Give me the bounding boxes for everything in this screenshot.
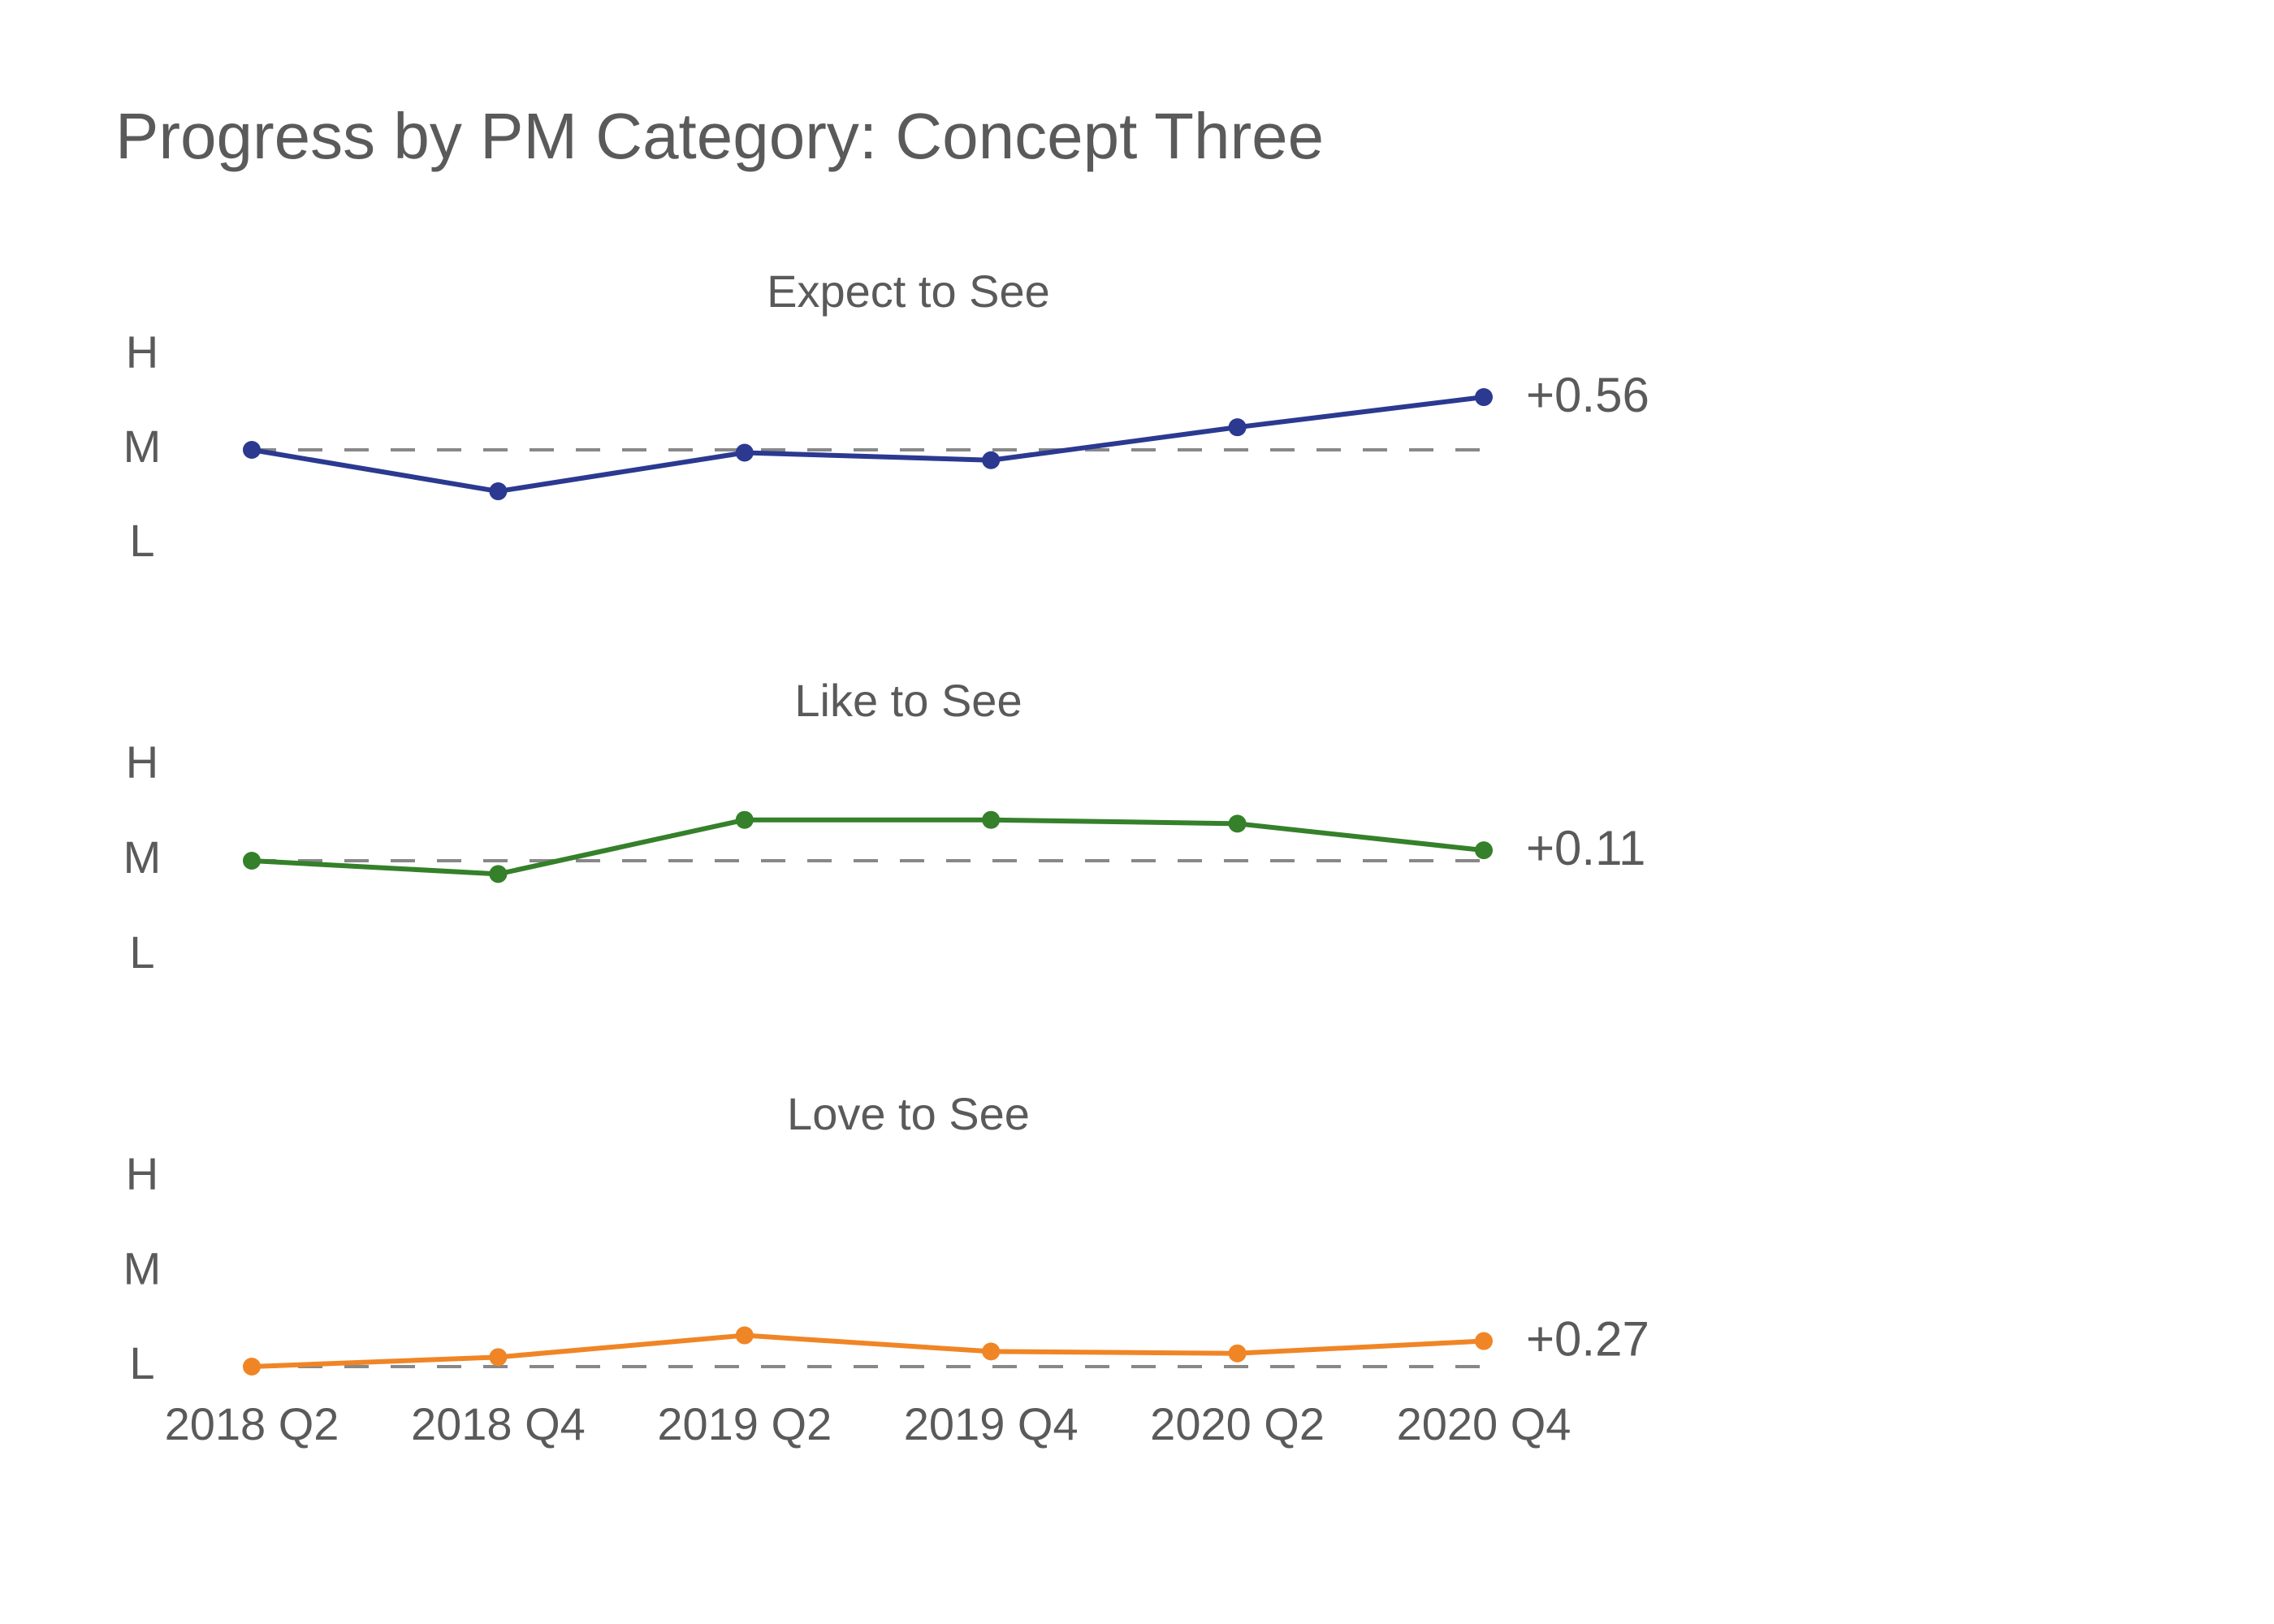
panel-title-like-to-see: Like to See (794, 675, 1022, 726)
y-tick-label-like-to-see-l: L (129, 926, 154, 978)
data-point-like-to-see-1 (489, 865, 508, 883)
end-label-expect-to-see: +0.56 (1526, 368, 1649, 422)
y-tick-label-love-to-see-l: L (129, 1337, 154, 1389)
panel-title-expect-to-see: Expect to See (767, 266, 1050, 317)
y-tick-label-expect-to-see-h: H (126, 326, 158, 378)
data-point-like-to-see-3 (982, 810, 1001, 829)
series-line-like-to-see (249, 817, 1486, 877)
panel-title-love-to-see: Love to See (787, 1088, 1030, 1139)
data-point-love-to-see-1 (489, 1348, 508, 1367)
data-point-like-to-see-4 (1228, 814, 1247, 833)
x-tick-label-1: 2018 Q4 (411, 1398, 586, 1449)
x-tick-label-4: 2020 Q2 (1150, 1398, 1325, 1449)
y-tick-label-love-to-see-m: M (123, 1242, 162, 1294)
data-point-expect-to-see-0 (243, 441, 261, 459)
data-point-love-to-see-3 (982, 1342, 1001, 1361)
y-tick-label-love-to-see-h: H (126, 1148, 158, 1199)
data-point-expect-to-see-5 (1475, 388, 1493, 407)
chart-title: Progress by PM Category: Concept Three (115, 100, 1325, 172)
data-point-love-to-see-5 (1475, 1332, 1493, 1350)
y-tick-label-like-to-see-h: H (126, 736, 158, 788)
series-line-love-to-see (249, 1332, 1486, 1369)
data-point-expect-to-see-2 (735, 443, 754, 462)
x-tick-label-3: 2019 Q4 (904, 1398, 1079, 1449)
data-point-love-to-see-2 (735, 1326, 754, 1345)
data-point-love-to-see-4 (1228, 1344, 1247, 1363)
data-point-like-to-see-0 (243, 852, 261, 870)
series-line-expect-to-see (249, 395, 1486, 495)
data-point-like-to-see-2 (735, 810, 754, 829)
data-point-expect-to-see-3 (982, 451, 1001, 469)
y-tick-label-like-to-see-m: M (123, 831, 162, 883)
end-label-like-to-see: +0.11 (1526, 821, 1645, 875)
y-tick-label-expect-to-see-m: M (123, 421, 162, 472)
end-label-love-to-see: +0.27 (1526, 1311, 1649, 1366)
data-point-expect-to-see-1 (489, 482, 508, 501)
y-tick-label-expect-to-see-l: L (129, 515, 154, 566)
x-tick-label-2: 2019 Q2 (657, 1398, 832, 1449)
data-point-like-to-see-5 (1475, 841, 1493, 860)
x-tick-label-5: 2020 Q4 (1397, 1398, 1571, 1449)
data-point-love-to-see-0 (243, 1358, 261, 1376)
x-tick-label-0: 2018 Q2 (165, 1398, 339, 1449)
data-point-expect-to-see-4 (1228, 418, 1247, 437)
